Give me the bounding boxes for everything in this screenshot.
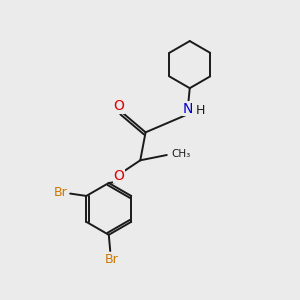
Text: Br: Br <box>54 186 68 199</box>
Text: N: N <box>183 102 194 116</box>
Text: O: O <box>114 169 124 183</box>
Text: CH₃: CH₃ <box>171 149 190 159</box>
Text: H: H <box>196 104 205 117</box>
Text: Br: Br <box>105 253 118 266</box>
Text: O: O <box>113 99 124 113</box>
